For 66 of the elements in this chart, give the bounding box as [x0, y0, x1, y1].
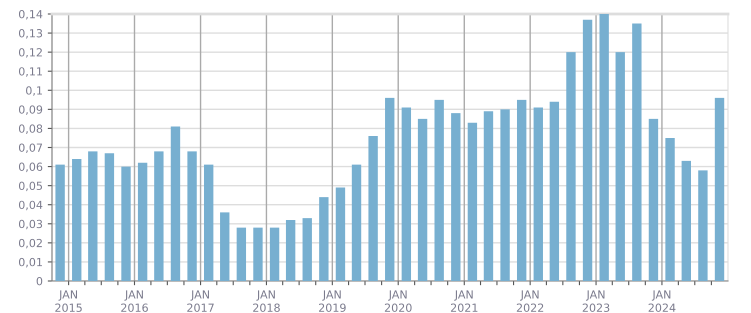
bar: [236, 228, 246, 281]
bar: [220, 212, 230, 281]
bar: [616, 52, 625, 281]
x-tick-label: JAN 2018: [253, 290, 280, 312]
y-tick-label: 0,12: [18, 48, 42, 58]
bar: [121, 166, 131, 281]
bar: [434, 100, 444, 281]
bar: [88, 151, 98, 281]
y-tick-label: 0,09: [18, 105, 42, 115]
bar: [253, 228, 263, 281]
y-tick-label: 0,13: [18, 29, 42, 39]
bar: [138, 162, 148, 281]
bar: [665, 138, 675, 281]
bar: [319, 197, 329, 281]
bar: [55, 164, 65, 281]
bar: [500, 109, 510, 281]
y-tick-label: 0,01: [18, 258, 42, 268]
x-tick-label: JAN 2016: [121, 290, 148, 312]
x-tick-label: JAN 2020: [384, 290, 412, 312]
bar: [599, 14, 609, 281]
bar: [385, 98, 394, 281]
bar: [154, 151, 164, 281]
y-tick-label: 0,05: [18, 182, 42, 192]
x-tick-label: JAN 2024: [648, 290, 676, 312]
bar: [204, 164, 214, 281]
x-tick-label: JAN 2022: [516, 290, 544, 312]
bar: [187, 151, 197, 281]
x-tick-label: JAN 2021: [450, 290, 478, 312]
bar: [352, 164, 362, 281]
y-tick-label: 0,06: [18, 162, 42, 172]
bar: [534, 107, 543, 281]
bar: [402, 107, 412, 281]
y-tick-label: 0: [36, 276, 42, 286]
bar: [104, 153, 114, 281]
x-tick-label: JAN 2015: [55, 290, 82, 312]
bar: [582, 20, 592, 281]
y-tick-label: 0,07: [18, 143, 42, 154]
x-tick-label: JAN 2017: [187, 290, 214, 312]
bar: [302, 218, 312, 281]
x-tick-label: JAN 2019: [319, 290, 346, 312]
y-tick-label: 0,08: [18, 124, 42, 134]
y-tick-label: 0,11: [18, 67, 42, 77]
x-tick-label: JAN 2023: [582, 290, 610, 312]
bar: [566, 52, 576, 281]
y-tick-label: 0,03: [18, 220, 42, 230]
bar: [170, 126, 180, 281]
bar: [468, 122, 478, 281]
bar: [550, 102, 560, 281]
y-tick-label: 0,14: [18, 10, 42, 20]
y-tick-label: 0,04: [18, 200, 42, 210]
bar: [286, 220, 296, 281]
bar: [336, 188, 346, 281]
bar: [270, 228, 280, 281]
bar: [516, 100, 526, 281]
bar: [418, 118, 428, 281]
bar: [714, 98, 724, 281]
bar: [632, 24, 642, 281]
bar: [451, 113, 460, 281]
bar: [72, 158, 82, 281]
bar: [698, 170, 708, 281]
bar: [484, 111, 494, 281]
bar: [682, 160, 691, 281]
bar: [648, 118, 658, 281]
bar: [368, 136, 378, 281]
y-tick-label: 0,1: [26, 86, 42, 96]
y-tick-label: 0,02: [18, 238, 42, 248]
